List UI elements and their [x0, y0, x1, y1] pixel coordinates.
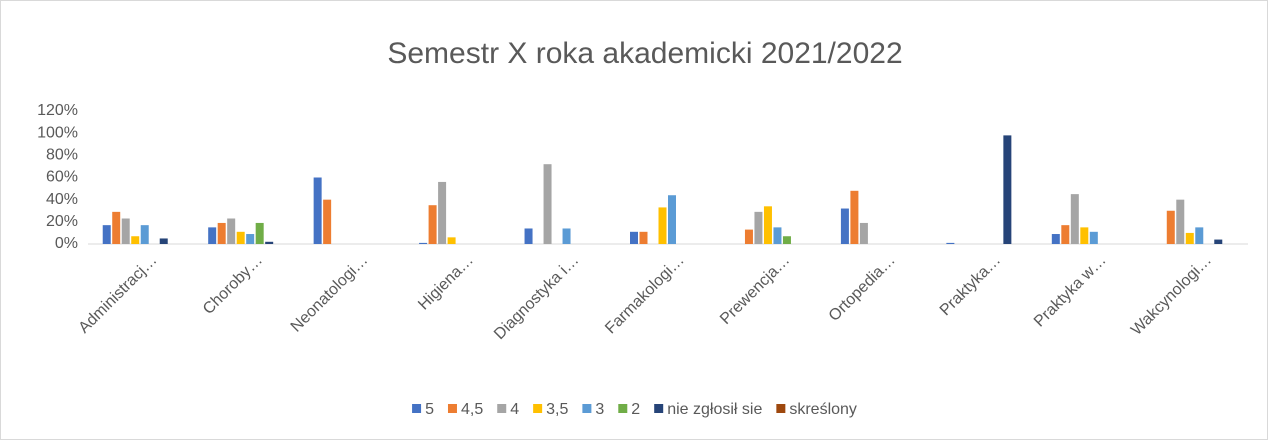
legend-swatch: [618, 404, 628, 413]
bar: [227, 218, 236, 244]
bar: [639, 231, 648, 244]
bar: [1003, 135, 1012, 244]
bar: [1070, 194, 1079, 244]
y-tick-label: 60%: [46, 169, 78, 186]
bar: [236, 231, 245, 244]
bar: [1214, 239, 1223, 244]
legend-swatch: [582, 404, 592, 413]
bar: [744, 229, 753, 244]
bar: [1061, 225, 1070, 244]
bar: [447, 237, 456, 244]
y-tick-label: 80%: [46, 147, 78, 164]
y-tick-label: 0%: [55, 235, 78, 252]
y-tick-label: 120%: [37, 102, 78, 119]
legend-swatch: [776, 404, 786, 413]
bar: [313, 177, 322, 244]
bar: [1089, 231, 1098, 244]
legend-swatch: [533, 404, 543, 413]
bar: [208, 227, 217, 244]
y-tick-label: 20%: [46, 213, 78, 230]
bar: [524, 228, 533, 244]
legend-label: 4: [510, 401, 519, 418]
legend-label: 5: [425, 401, 434, 418]
legend-label: 2: [631, 401, 640, 418]
y-tick-label: 40%: [46, 191, 78, 208]
bar: [630, 231, 638, 244]
bar: [1166, 210, 1175, 244]
legend-label: 3: [595, 401, 604, 418]
legend-label: 3,5: [546, 401, 568, 418]
bar: [1051, 234, 1060, 244]
bar: [419, 242, 428, 244]
bar: [840, 208, 849, 244]
bar: [850, 190, 859, 244]
bar: [438, 181, 447, 244]
bar: [859, 222, 868, 244]
bar: [428, 205, 437, 244]
bar: [562, 228, 571, 244]
bar: [668, 195, 676, 244]
bar: [217, 222, 226, 244]
bar: [323, 199, 332, 244]
bar: [140, 225, 149, 244]
legend-swatch: [654, 404, 664, 413]
bar: [265, 241, 274, 244]
bar: [102, 225, 111, 244]
bar: [1185, 232, 1194, 244]
bar: [255, 222, 264, 244]
chart-title: Semestr X roka akademicki 2021/2022: [387, 37, 902, 70]
bar: [658, 207, 667, 244]
bar: [763, 206, 772, 244]
legend-swatch: [447, 404, 457, 413]
bar: [773, 227, 782, 244]
legend-label: 4,5: [461, 401, 483, 418]
bar: [754, 211, 763, 244]
bar: [1176, 199, 1185, 244]
legend-swatch: [412, 404, 422, 413]
bar: [112, 211, 121, 244]
legend-swatch: [497, 404, 507, 413]
bar: [1080, 227, 1089, 244]
bar: [543, 164, 552, 244]
bar: [131, 236, 140, 244]
bar: [946, 242, 955, 244]
bar: [121, 218, 130, 244]
y-tick-label: 100%: [37, 124, 78, 141]
bar: [159, 238, 168, 244]
bar: [246, 234, 255, 244]
bar: [782, 236, 791, 244]
bar: [1195, 227, 1204, 244]
legend-label: skreślony: [789, 401, 857, 418]
legend-label: nie zgłosił sie: [667, 401, 762, 418]
